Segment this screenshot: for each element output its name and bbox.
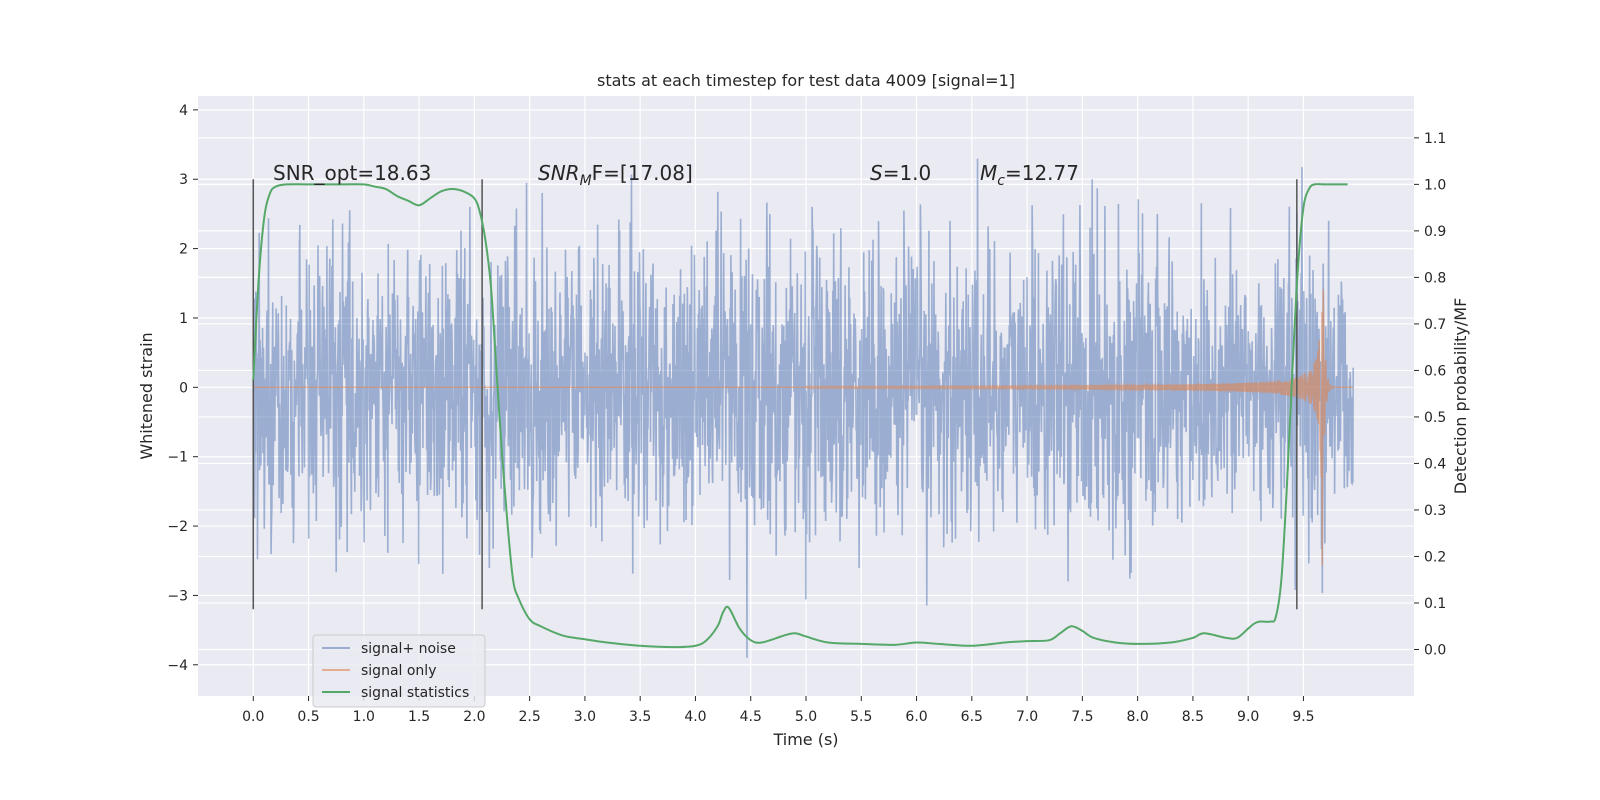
y-left-tick-label: −1	[167, 450, 188, 466]
y-right-tick-label: 0.0	[1424, 642, 1446, 658]
x-tick-label: 5.5	[850, 709, 872, 725]
annotation-snr-opt: SNR_opt=18.63	[273, 161, 431, 185]
y-right-tick-label: 0.6	[1424, 363, 1446, 379]
y-left-tick-label: −4	[167, 658, 188, 674]
y-right-tick-label: 0.9	[1424, 224, 1446, 240]
y-right-tick-label: 0.7	[1424, 317, 1446, 333]
x-tick-label: 5.0	[795, 709, 817, 725]
y-left-tick-label: 1	[179, 311, 188, 327]
x-tick-label: 2.0	[463, 709, 485, 725]
y-left-tick-label: 4	[179, 103, 188, 119]
annotation-snr-mf: SNRMF=[17.08]	[538, 161, 693, 189]
x-tick-label: 6.5	[961, 709, 983, 725]
y-right-tick-label: 0.5	[1424, 410, 1446, 426]
annotation-mc: Mc=12.77	[980, 161, 1079, 189]
y-axis-label-left: Whitened strain	[137, 332, 156, 459]
signal-noise-series	[252, 158, 1354, 658]
y-left-tick-label: −3	[167, 588, 188, 604]
x-tick-label: 1.0	[353, 709, 375, 725]
legend-label-stats: signal statistics	[361, 685, 469, 701]
y-right-tick-label: 1.1	[1424, 131, 1446, 147]
x-tick-label: 4.0	[684, 709, 706, 725]
x-tick-label: 3.0	[574, 709, 596, 725]
annotation-s: S=1.0	[870, 161, 931, 185]
y-right-tick-label: 0.8	[1424, 270, 1446, 286]
x-tick-label: 2.5	[519, 709, 541, 725]
signal-only-line	[253, 289, 1354, 566]
x-tick-label: 9.0	[1237, 709, 1259, 725]
x-tick-label: 7.5	[1071, 709, 1093, 725]
x-tick-label: 1.5	[408, 709, 430, 725]
x-tick-label: 6.0	[905, 709, 927, 725]
x-tick-label: 3.5	[629, 709, 651, 725]
y-right-tick-label: 1.0	[1424, 177, 1446, 193]
chart-title: stats at each timestep for test data 400…	[597, 71, 1015, 90]
x-tick-label: 8.0	[1127, 709, 1149, 725]
vertical-markers	[252, 179, 1298, 610]
signal-only-series	[253, 289, 1354, 566]
y-left-tick-label: 2	[179, 242, 188, 258]
y-axis-label-right: Detection probability/MF	[1451, 298, 1470, 495]
x-tick-label: 9.5	[1292, 709, 1314, 725]
y-right-tick-label: 0.3	[1424, 503, 1446, 519]
x-tick-label: 8.5	[1182, 709, 1204, 725]
y-left-tick-label: 3	[179, 172, 188, 188]
x-tick-label: 4.5	[740, 709, 762, 725]
y-left-tick-label: 0	[179, 380, 188, 396]
x-tick-label: 0.5	[297, 709, 319, 725]
x-tick-label: 7.0	[1016, 709, 1038, 725]
y-left-tick-label: −2	[167, 519, 188, 535]
y-right-tick-label: 0.1	[1424, 596, 1446, 612]
y-right-tick-label: 0.2	[1424, 549, 1446, 565]
x-tick-label: 0.0	[242, 709, 264, 725]
legend: signal+ noise signal only signal statist…	[312, 634, 486, 708]
y-right-tick-label: 0.4	[1424, 456, 1446, 472]
signal-statistics-line	[252, 183, 1348, 649]
signal-noise-line	[252, 158, 1354, 658]
x-axis-label: Time (s)	[772, 730, 838, 749]
legend-label-noise: signal+ noise	[361, 641, 456, 657]
signal-statistics-series	[252, 183, 1348, 649]
legend-box	[312, 634, 486, 708]
legend-label-signal: signal only	[361, 663, 436, 679]
axes: 0.0 0.5 1.0 1.5 2.0 2.5 3.0 3.5 4.0 4.5 5.0 5.5 6.0 6…	[167, 103, 1446, 725]
